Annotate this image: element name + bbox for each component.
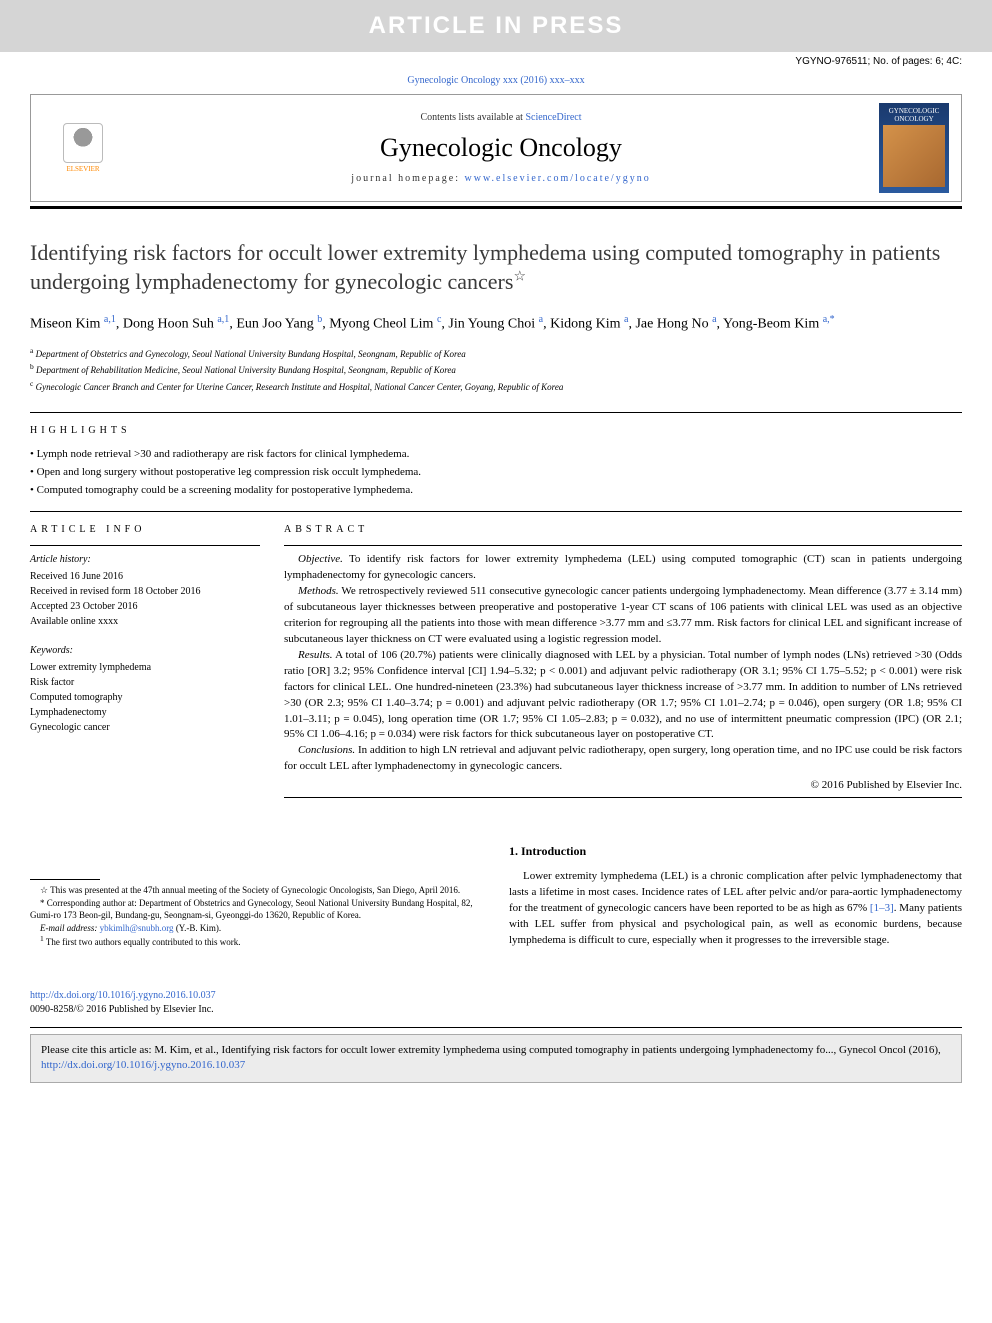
highlights-list: Lymph node retrieval >30 and radiotherap…	[30, 446, 962, 499]
info-rule	[30, 545, 260, 546]
intro-heading: 1. Introduction	[509, 844, 962, 859]
article-info-label: ARTICLE INFO	[30, 524, 260, 535]
footnote-rule	[30, 879, 100, 880]
footnote-contrib-text: The first two authors equally contribute…	[46, 937, 241, 947]
contents-text: Contents lists available at	[420, 112, 525, 123]
journal-title: Gynecologic Oncology	[123, 133, 879, 163]
abstract-copyright: © 2016 Published by Elsevier Inc.	[284, 779, 962, 791]
lower-section: ☆ This was presented at the 47th annual …	[30, 844, 962, 949]
rule-1	[30, 412, 962, 413]
keywords-label: Keywords:	[30, 643, 260, 658]
highlight-item: Open and long surgery without postoperat…	[30, 464, 962, 482]
elsevier-tree-icon	[63, 123, 103, 163]
abstract-results: Results. A total of 106 (20.7%) patients…	[284, 648, 962, 744]
affiliation-line: c Gynecologic Cancer Branch and Center f…	[30, 378, 962, 395]
abstract-methods-text: We retrospectively reviewed 511 consecut…	[284, 585, 962, 645]
keyword-line: Gynecologic cancer	[30, 720, 260, 735]
rule-2	[30, 511, 962, 512]
homepage-link[interactable]: www.elsevier.com/locate/ygyno	[465, 173, 651, 184]
journal-homepage: journal homepage: www.elsevier.com/locat…	[123, 173, 879, 184]
history-line: Available online xxxx	[30, 614, 260, 629]
keyword-line: Lymphadenectomy	[30, 705, 260, 720]
affiliation-line: b Department of Rehabilitation Medicine,…	[30, 361, 962, 378]
abstract-text: Objective. To identify risk factors for …	[284, 552, 962, 775]
elsevier-logo: ELSEVIER	[43, 108, 123, 188]
doi-link[interactable]: http://dx.doi.org/10.1016/j.ygyno.2016.1…	[30, 990, 216, 1001]
manuscript-meta: YGYNO-976511; No. of pages: 6; 4C:	[0, 52, 992, 69]
doi-block: http://dx.doi.org/10.1016/j.ygyno.2016.1…	[30, 989, 962, 1017]
keyword-line: Lower extremity lymphedema	[30, 660, 260, 675]
abstract-methods: Methods. We retrospectively reviewed 511…	[284, 584, 962, 648]
email-person: (Y.-B. Kim).	[176, 923, 221, 933]
footnote-presentation: ☆ This was presented at the 47th annual …	[30, 884, 485, 897]
abstract-column: ABSTRACT Objective. To identify risk fac…	[284, 524, 962, 804]
contents-line: Contents lists available at ScienceDirec…	[123, 112, 879, 123]
abstract-objective: Objective. To identify risk factors for …	[284, 552, 962, 584]
history-line: Received 16 June 2016	[30, 569, 260, 584]
title-text: Identifying risk factors for occult lowe…	[30, 240, 940, 294]
footnote-contribution: 1 The first two authors equally contribu…	[30, 934, 485, 949]
homepage-label: journal homepage:	[351, 173, 464, 184]
article-content: Identifying risk factors for occult lowe…	[0, 209, 992, 969]
email-link[interactable]: ybkimlh@snubh.org	[100, 923, 174, 933]
history-line: Accepted 23 October 2016	[30, 599, 260, 614]
footnote-email: E-mail address: ybkimlh@snubh.org (Y.-B.…	[30, 922, 485, 935]
footnote-star-text: This was presented at the 47th annual me…	[50, 885, 460, 895]
footnote-corr-text: Corresponding author at: Department of O…	[30, 898, 473, 921]
history-line: Received in revised form 18 October 2016	[30, 584, 260, 599]
abstract-rule-bottom	[284, 797, 962, 798]
journal-reference: Gynecologic Oncology xxx (2016) xxx–xxx	[0, 69, 992, 94]
article-title: Identifying risk factors for occult lowe…	[30, 239, 962, 296]
history-label: Article history:	[30, 552, 260, 567]
keyword-line: Risk factor	[30, 675, 260, 690]
affiliation-line: a Department of Obstetrics and Gynecolog…	[30, 345, 962, 362]
issn-line: 0090-8258/© 2016 Published by Elsevier I…	[30, 1004, 214, 1015]
cite-doi-link[interactable]: http://dx.doi.org/10.1016/j.ygyno.2016.1…	[41, 1059, 245, 1071]
intro-paragraph: Lower extremity lymphedema (LEL) is a ch…	[509, 869, 962, 949]
abstract-conclusions-text: In addition to high LN retrieval and adj…	[284, 744, 962, 772]
cover-image	[883, 125, 945, 187]
keyword-line: Computed tomography	[30, 690, 260, 705]
intro-reference-link[interactable]: [1–3]	[870, 902, 894, 914]
email-label: E-mail address:	[40, 923, 97, 933]
authors-list: Miseon Kim a,1, Dong Hoon Suh a,1, Eun J…	[30, 312, 962, 335]
citation-box: Please cite this article as: M. Kim, et …	[30, 1034, 962, 1083]
affiliations: a Department of Obstetrics and Gynecolog…	[30, 345, 962, 395]
article-info-column: ARTICLE INFO Article history: Received 1…	[30, 524, 260, 804]
highlight-item: Computed tomography could be a screening…	[30, 482, 962, 500]
info-abstract-row: ARTICLE INFO Article history: Received 1…	[30, 524, 962, 804]
abstract-label: ABSTRACT	[284, 524, 962, 535]
abstract-rule-top	[284, 545, 962, 546]
footer-rule	[30, 1027, 962, 1028]
article-history: Article history: Received 16 June 2016Re…	[30, 552, 260, 735]
cover-title: GYNECOLOGIC ONCOLOGY	[883, 107, 945, 123]
highlight-item: Lymph node retrieval >30 and radiotherap…	[30, 446, 962, 464]
title-footnote-star: ☆	[513, 269, 526, 284]
introduction-column: 1. Introduction Lower extremity lymphede…	[509, 844, 962, 949]
journal-header-center: Contents lists available at ScienceDirec…	[123, 112, 879, 184]
abstract-results-text: A total of 106 (20.7%) patients were cli…	[284, 649, 962, 741]
sciencedirect-link[interactable]: ScienceDirect	[525, 112, 581, 123]
footnotes-column: ☆ This was presented at the 47th annual …	[30, 844, 485, 949]
footnote-corresponding: * Corresponding author at: Department of…	[30, 897, 485, 922]
elsevier-label: ELSEVIER	[66, 165, 99, 173]
abstract-objective-text: To identify risk factors for lower extre…	[284, 553, 962, 581]
cite-text: Please cite this article as: M. Kim, et …	[41, 1044, 941, 1056]
journal-cover: GYNECOLOGIC ONCOLOGY	[879, 103, 949, 193]
in-press-banner: ARTICLE IN PRESS	[0, 0, 992, 52]
highlights-label: HIGHLIGHTS	[30, 425, 962, 436]
journal-header: ELSEVIER Contents lists available at Sci…	[30, 94, 962, 202]
abstract-conclusions: Conclusions. In addition to high LN retr…	[284, 743, 962, 775]
